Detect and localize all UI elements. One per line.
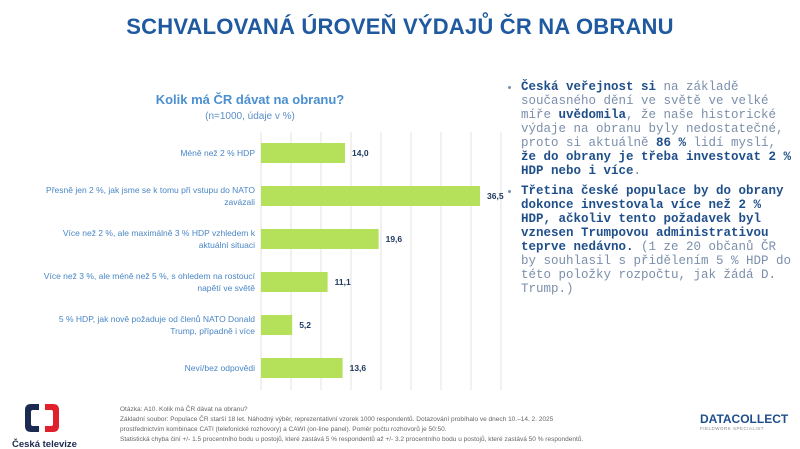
bar-chart: 14,0 36,5 19,6 11,1 5,2 13,6 bbox=[260, 132, 504, 390]
category-label: Více než 2 %, ale maximálně 3 % HDP vzhl… bbox=[62, 228, 255, 250]
ceska-televize-logo: Česká televize bbox=[12, 402, 77, 449]
data-label: 11,1 bbox=[335, 277, 351, 287]
category-label: 5 % HDP, jak nově požaduje od členů NATO… bbox=[58, 314, 255, 336]
bar bbox=[261, 143, 345, 163]
category-label: Neví/bez odpovědi bbox=[184, 363, 255, 373]
datacollect-logo: DATACOLLECT FIELDWORK SPECIALIST bbox=[700, 412, 789, 431]
note-bullet-1: Česká veřejnost si na základě současného… bbox=[521, 80, 795, 178]
chart-subtitle: (n=1000, údaje v %) bbox=[205, 111, 295, 122]
data-label: 14,0 bbox=[352, 148, 369, 158]
bar bbox=[261, 315, 293, 335]
slide-title: SCHVALOVANÁ ÚROVEŇ VÝDAJŮ ČR NA OBRANU bbox=[126, 14, 674, 39]
data-label: 13,6 bbox=[350, 363, 367, 373]
note-bullet-2: Třetina české populace by do obrany doko… bbox=[521, 184, 795, 296]
category-label: Přesně jen 2 %, jak jsme se k tomu při v… bbox=[46, 185, 255, 207]
bar bbox=[261, 358, 343, 378]
chart-title: Kolik má ČR dávat na obranu? bbox=[155, 92, 345, 107]
data-label: 5,2 bbox=[299, 320, 311, 330]
ct-logo-icon bbox=[25, 404, 59, 432]
data-label: 36,5 bbox=[487, 191, 504, 201]
bar bbox=[261, 186, 480, 206]
bar bbox=[261, 229, 379, 249]
data-label: 19,6 bbox=[386, 234, 403, 244]
category-label: Více než 3 %, ale méně než 5 %, s ohlede… bbox=[43, 271, 255, 293]
methodology-footer: Otázka: A10. Kolik má ČR dávat na obranu… bbox=[120, 406, 584, 443]
summary-notes: Česká veřejnost si na základě současného… bbox=[505, 80, 795, 302]
bar bbox=[261, 272, 328, 292]
category-label: Méně než 2 % HDP bbox=[180, 148, 255, 158]
